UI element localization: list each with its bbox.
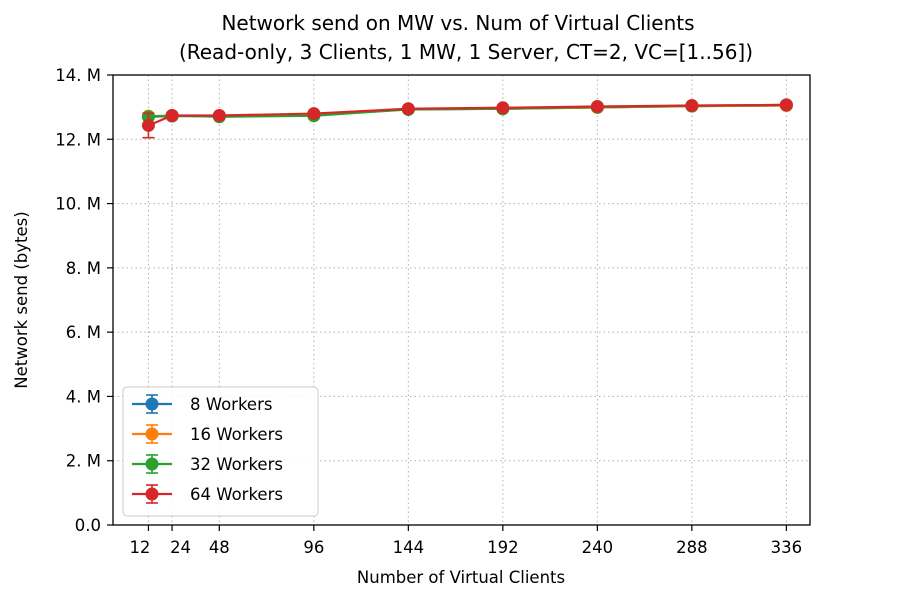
legend-label: 8 Workers: [190, 395, 272, 414]
plot-frame: [112, 74, 811, 526]
y-tick-label: 8. M: [66, 259, 101, 278]
legend-marker: [145, 427, 159, 441]
legend-box: [122, 386, 319, 517]
legend-label: 32 Workers: [190, 455, 283, 474]
x-tick-label: 96: [303, 538, 324, 557]
legend: 8 Workers 16 Workers 32 Workers 64 Workers: [122, 386, 319, 517]
series-4: [141, 98, 793, 139]
legend-marker: [145, 457, 159, 471]
y-tick-label: 6. M: [66, 323, 101, 342]
y-axis-label: Network send (bytes): [12, 211, 31, 388]
data-point: [141, 118, 155, 132]
data-point: [307, 107, 321, 121]
x-tick-label: 288: [676, 538, 708, 557]
legend-marker: [145, 397, 159, 411]
y-tick-label: 10. M: [55, 195, 101, 214]
x-tick-label: 24: [170, 538, 191, 557]
data-point: [496, 101, 510, 115]
y-tick-label: 0.0: [75, 516, 101, 535]
data-point: [685, 99, 699, 113]
data-point: [401, 102, 415, 116]
series-layer: [141, 98, 793, 139]
x-axis: 12 24 48 96 144 192 240 288 336: [129, 525, 802, 557]
x-tick-label: 144: [393, 538, 425, 557]
y-tick-label: 2. M: [66, 452, 101, 471]
x-tick-label: 240: [582, 538, 614, 557]
data-point: [212, 109, 226, 122]
x-tick-label: 12: [129, 538, 150, 557]
chart-title-line-2: (Read-only, 3 Clients, 1 MW, 1 Server, C…: [179, 40, 753, 64]
legend-label: 64 Workers: [190, 485, 283, 504]
legend-label: 16 Workers: [190, 425, 283, 444]
x-axis-label: Number of Virtual Clients: [357, 568, 565, 587]
legend-item: 8 Workers: [132, 394, 272, 414]
x-tick-label: 192: [487, 538, 519, 557]
y-tick-label: 14. M: [55, 66, 101, 85]
y-axis: 0.0 2. M 4. M 6. M 8. M 10. M 12. M 14. M: [55, 66, 113, 535]
y-tick-label: 4. M: [66, 387, 101, 406]
x-tick-label: 48: [209, 538, 230, 557]
data-point: [590, 100, 604, 113]
legend-item: 64 Workers: [132, 484, 283, 504]
data-point: [779, 98, 793, 112]
legend-item: 32 Workers: [132, 454, 283, 474]
chart-title-line-1: Network send on MW vs. Num of Virtual Cl…: [221, 11, 694, 35]
x-tick-label: 336: [771, 538, 803, 557]
legend-item: 16 Workers: [132, 424, 283, 444]
data-point: [165, 109, 179, 122]
legend-marker: [145, 487, 159, 501]
y-tick-label: 12. M: [55, 130, 101, 149]
